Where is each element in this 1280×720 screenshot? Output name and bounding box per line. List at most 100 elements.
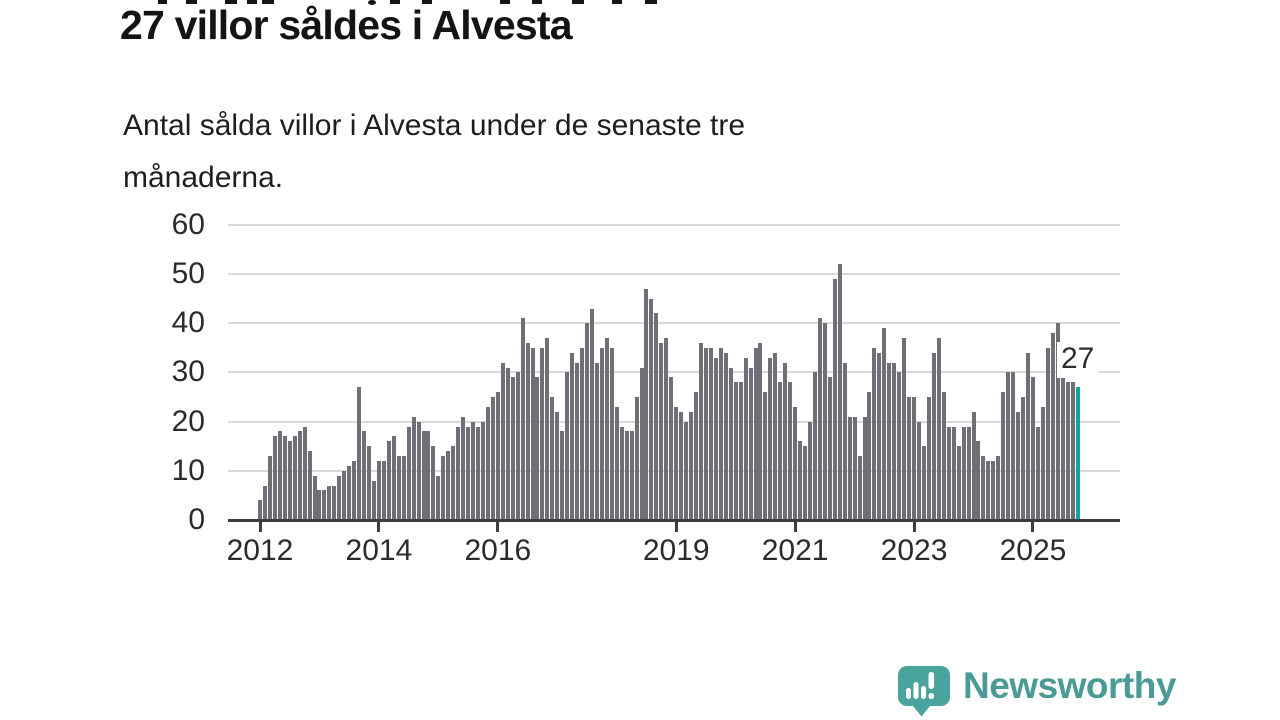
x-axis-tick-label: 2012 [226, 534, 294, 567]
bar [902, 338, 907, 520]
newsworthy-logo-text: Newsworthy [963, 665, 1176, 706]
bar [1050, 333, 1055, 520]
bar [342, 470, 347, 520]
bar [609, 347, 614, 520]
bar [961, 426, 966, 520]
bar [614, 406, 619, 520]
bar [570, 352, 575, 520]
bar [476, 426, 481, 520]
bar [867, 392, 872, 520]
bar [1055, 323, 1060, 520]
bar [461, 416, 466, 520]
bar [862, 416, 867, 520]
bar [317, 490, 322, 520]
bar [1006, 372, 1011, 520]
bar [783, 362, 788, 520]
bar [307, 451, 312, 520]
bar [788, 382, 793, 520]
bar [471, 421, 476, 520]
bar [971, 411, 976, 520]
bar [956, 446, 961, 520]
bar [277, 431, 282, 520]
bar [1026, 352, 1031, 520]
bar [624, 431, 629, 520]
bar [798, 441, 803, 520]
bar [778, 382, 783, 520]
bar [599, 347, 604, 520]
x-axis-tick [258, 521, 262, 532]
x-axis-tick-label: 2025 [999, 534, 1067, 567]
bar [981, 456, 986, 520]
bar [510, 377, 515, 520]
bar [877, 352, 882, 520]
y-axis-tick-label: 30 [171, 355, 205, 389]
bar [713, 357, 718, 520]
bar [669, 377, 674, 520]
bar [917, 421, 921, 520]
x-axis-tick [496, 521, 500, 532]
bar [753, 347, 758, 520]
clipped-text-artifact [500, 0, 510, 4]
bar [926, 397, 931, 520]
x-axis-tick-label: 2023 [880, 534, 948, 567]
bar [282, 436, 287, 520]
bar [659, 342, 664, 520]
bar [991, 460, 996, 520]
bar [401, 456, 406, 520]
bar [500, 362, 505, 520]
bar [292, 436, 297, 520]
bar [604, 338, 609, 520]
bar [446, 451, 451, 520]
gridline [228, 273, 1120, 276]
bar [352, 460, 357, 520]
bar [892, 362, 897, 520]
bar [1065, 382, 1070, 520]
bar [589, 308, 594, 520]
clipped-text-artifact [186, 0, 197, 4]
newsworthy-logo-icon [898, 666, 950, 717]
bar [718, 347, 723, 520]
clipped-text-artifact [225, 0, 237, 4]
bar [585, 323, 590, 520]
bar [312, 475, 317, 520]
bar [946, 426, 951, 520]
bar [1011, 372, 1016, 520]
bar [708, 347, 713, 520]
bar [426, 431, 431, 520]
gridline [228, 469, 1120, 472]
clipped-text-artifact [612, 0, 622, 4]
bar [411, 416, 416, 520]
bar [773, 352, 778, 520]
bar [451, 446, 456, 520]
x-axis-tick [912, 521, 916, 532]
bar [322, 490, 327, 520]
bar [644, 288, 649, 520]
bar [842, 362, 847, 520]
chart-subtitle-line: månaderna. [123, 161, 284, 194]
bar [258, 500, 262, 520]
bar [743, 357, 748, 520]
bar [694, 392, 699, 520]
bar [580, 347, 585, 520]
bar [535, 377, 540, 520]
bar [872, 347, 877, 520]
chart-subtitle-line: Antal sålda villor i Alvesta under de se… [123, 109, 746, 142]
bar [763, 392, 768, 520]
bar [1045, 347, 1050, 520]
bar [376, 460, 381, 520]
bar [297, 431, 302, 520]
bar [540, 347, 545, 520]
y-axis-tick-label: 50 [171, 257, 205, 291]
bar [837, 264, 842, 520]
bar [545, 338, 550, 520]
bar [852, 416, 857, 520]
bar [362, 431, 367, 520]
bar [733, 382, 738, 520]
bar [287, 441, 292, 520]
gridline [228, 322, 1120, 325]
bar [416, 421, 421, 520]
bar [941, 392, 946, 520]
bar [431, 446, 436, 520]
bar [684, 421, 689, 520]
